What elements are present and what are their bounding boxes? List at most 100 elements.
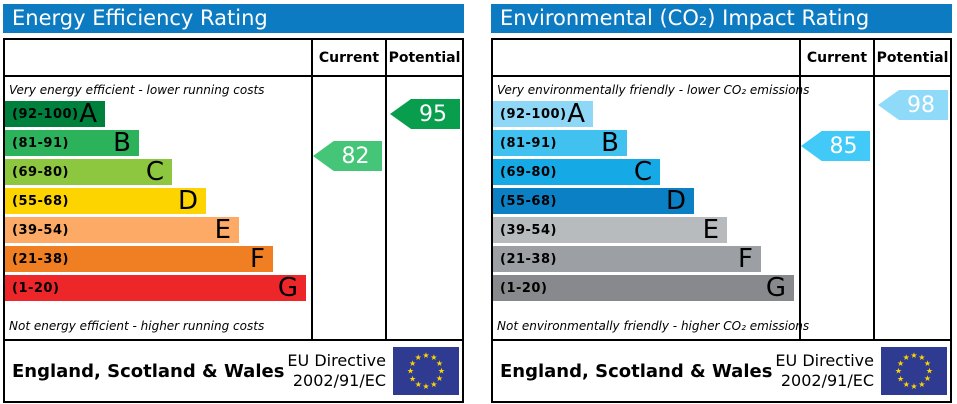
band-letter: G — [765, 273, 786, 303]
band-letter: D — [177, 186, 198, 216]
potential-column-header: Potential — [385, 40, 462, 75]
band-chart: Very environmentally friendly - lower CO… — [493, 77, 810, 339]
svg-text:★: ★ — [415, 380, 422, 389]
rating-table: Current Potential Very environmentally f… — [491, 38, 952, 403]
potential-column — [873, 77, 950, 339]
band-range: (81-91) — [12, 135, 69, 151]
band-b: (81-91) B — [493, 130, 627, 156]
band-letter: C — [145, 157, 164, 187]
current-column-header: Current — [799, 40, 873, 75]
panel-title: Environmental (CO₂) Impact Rating — [491, 4, 952, 33]
eu-directive-label: EU Directive 2002/91/EC — [287, 351, 386, 390]
header-spacer — [5, 40, 311, 75]
top-scale-label: Very energy efficient - lower running co… — [9, 83, 265, 97]
table-footer: England, Scotland & Wales EU Directive 2… — [493, 339, 950, 401]
svg-text:★: ★ — [897, 359, 904, 368]
band-letter: E — [702, 215, 719, 245]
top-scale-label: Very environmentally friendly - lower CO… — [497, 83, 810, 97]
band-f: (21-38) F — [493, 246, 761, 272]
svg-text:★: ★ — [924, 374, 931, 383]
eu-flag-icon: ★ ★★★★★★★★★★★ — [881, 347, 947, 395]
band-letter: B — [113, 128, 131, 158]
band-letter: A — [567, 99, 585, 129]
band-b: (81-91) B — [5, 130, 139, 156]
band-e: (39-54) E — [493, 217, 727, 243]
band-d: (55-68) D — [493, 188, 694, 214]
potential-column-header: Potential — [873, 40, 950, 75]
svg-text:★: ★ — [430, 353, 437, 362]
table-body: Very environmentally friendly - lower CO… — [493, 77, 950, 339]
potential-rating-value: 98 — [907, 92, 935, 118]
rating-bands: (92-100) A (81-91) B (69-80) C (55-68) D (39… — [5, 101, 311, 301]
table-header-row: Current Potential — [5, 40, 462, 77]
svg-text:★: ★ — [910, 382, 917, 391]
band-d: (55-68) D — [5, 188, 206, 214]
table-header-row: Current Potential — [493, 40, 950, 77]
band-range: (21-38) — [12, 251, 69, 267]
svg-text:★: ★ — [903, 353, 910, 362]
svg-text:★: ★ — [895, 367, 902, 376]
band-letter: E — [214, 215, 231, 245]
current-column — [799, 77, 873, 339]
band-range: (21-38) — [500, 251, 557, 267]
band-range: (81-91) — [500, 135, 557, 151]
band-chart: Very energy efficient - lower running co… — [5, 77, 311, 339]
svg-text:★: ★ — [918, 380, 925, 389]
band-letter: F — [738, 244, 753, 274]
bottom-scale-label: Not environmentally friendly - higher CO… — [497, 319, 810, 333]
svg-text:★: ★ — [926, 367, 933, 376]
band-range: (1-20) — [500, 280, 548, 296]
svg-text:★: ★ — [409, 374, 416, 383]
energy-efficiency-panel: Energy Efficiency Rating Current Potenti… — [3, 0, 464, 404]
band-e: (39-54) E — [5, 217, 239, 243]
svg-text:★: ★ — [897, 374, 904, 383]
band-f: (21-38) F — [5, 246, 273, 272]
svg-text:★: ★ — [438, 367, 445, 376]
band-range: (55-68) — [12, 193, 69, 209]
band-c: (69-80) C — [493, 159, 660, 185]
svg-text:★: ★ — [918, 353, 925, 362]
svg-text:★: ★ — [910, 351, 917, 360]
rating-table: Current Potential Very energy efficient … — [3, 38, 464, 403]
current-rating-value: 85 — [829, 133, 858, 159]
band-range: (69-80) — [12, 164, 69, 180]
band-range: (39-54) — [12, 222, 69, 238]
svg-text:★: ★ — [409, 359, 416, 368]
current-column-header: Current — [311, 40, 385, 75]
eu-directive-label: EU Directive 2002/91/EC — [775, 351, 874, 390]
band-a: (92-100) A — [493, 101, 593, 127]
table-body: Very energy efficient - lower running co… — [5, 77, 462, 339]
svg-text:★: ★ — [436, 374, 443, 383]
current-column — [311, 77, 385, 339]
band-letter: A — [79, 99, 97, 129]
panel-title: Energy Efficiency Rating — [3, 4, 464, 33]
band-range: (55-68) — [500, 193, 557, 209]
band-letter: G — [277, 273, 298, 303]
region-label: England, Scotland & Wales — [500, 360, 773, 382]
band-range: (39-54) — [500, 222, 557, 238]
band-range: (92-100) — [12, 106, 79, 122]
potential-rating-value: 95 — [419, 101, 447, 127]
table-footer: England, Scotland & Wales EU Directive 2… — [5, 339, 462, 401]
band-letter: D — [665, 186, 686, 216]
svg-text:★: ★ — [430, 380, 437, 389]
band-range: (92-100) — [500, 106, 567, 122]
band-range: (1-20) — [12, 280, 60, 296]
svg-text:★: ★ — [422, 382, 429, 391]
region-label: England, Scotland & Wales — [12, 360, 285, 382]
svg-text:★: ★ — [924, 359, 931, 368]
svg-text:★: ★ — [903, 380, 910, 389]
band-letter: F — [250, 244, 265, 274]
band-letter: B — [601, 128, 619, 158]
eu-flag-icon: ★ ★★★★★★★★★★★ — [393, 347, 459, 395]
rating-bands: (92-100) A (81-91) B (69-80) C (55-68) D (39… — [493, 101, 799, 301]
current-rating-value: 82 — [341, 143, 370, 169]
svg-text:★: ★ — [422, 351, 429, 360]
svg-text:★: ★ — [407, 367, 414, 376]
bottom-scale-label: Not energy efficient - higher running co… — [9, 319, 265, 333]
band-c: (69-80) C — [5, 159, 172, 185]
svg-text:★: ★ — [436, 359, 443, 368]
band-range: (69-80) — [500, 164, 557, 180]
header-spacer — [493, 40, 799, 75]
